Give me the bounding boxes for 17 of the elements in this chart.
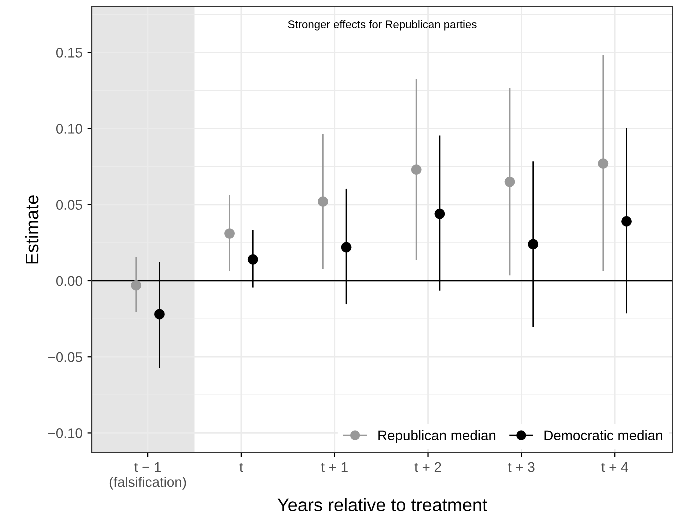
y-tick-label: 0.15 (56, 48, 82, 58)
x-axis-title: Years relative to treatment (278, 498, 488, 512)
x-tick-label: t + 1 (321, 462, 348, 472)
x-tick-label: t + 2 (414, 462, 442, 472)
y-tick-label: −0.10 (48, 428, 82, 438)
y-tick-label: −0.05 (48, 352, 82, 362)
y-tick-label: 0.10 (56, 124, 82, 134)
x-tick-label: t + 3 (508, 462, 535, 472)
x-tick-label: t − 1 (falsification) (110, 462, 186, 490)
annotation: Stronger effects for Republican parties (288, 20, 477, 31)
y-tick-label: 0.00 (56, 276, 82, 286)
y-tick-label: 0.05 (56, 200, 82, 210)
legend-label: Democratic median (544, 430, 662, 441)
x-tick-label: t + 4 (602, 462, 628, 472)
legend-label: Republican median (378, 430, 496, 444)
y-axis-title: Estimate (25, 196, 39, 264)
x-tick-label: t (240, 463, 244, 472)
